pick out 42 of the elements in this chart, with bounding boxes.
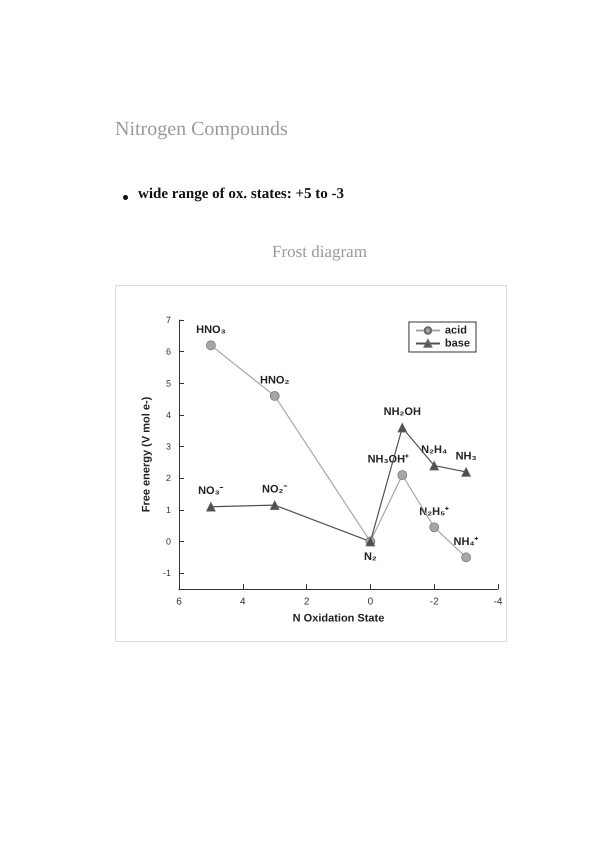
point — [270, 500, 280, 510]
annotation: NO₃⁻ — [198, 485, 224, 498]
annotation: NH₃ — [456, 450, 477, 462]
point — [206, 340, 216, 350]
y-tick-label: 2 — [166, 473, 171, 484]
annotation: NH₂OH — [384, 406, 421, 418]
point — [429, 460, 439, 470]
x-tick-label: 4 — [240, 596, 246, 608]
annotation: N₂ — [364, 551, 377, 564]
x-tick-label: 0 — [368, 596, 374, 608]
y-tick-label: 1 — [166, 504, 171, 515]
annotation: NO₂⁻ — [262, 484, 288, 496]
y-tick-label: 4 — [166, 410, 171, 420]
x-tick-label: 2 — [304, 596, 310, 608]
point — [398, 422, 408, 432]
y-axis-title: Free energy (V mol e-) — [140, 396, 153, 512]
annotation: HNO₂ — [260, 374, 290, 386]
x-axis-title: N Oxidation State — [292, 612, 384, 624]
y-tick-label: 7 — [166, 315, 171, 325]
y-tick-label: 5 — [166, 378, 171, 388]
annotation: NH₄⁺ — [454, 536, 479, 548]
legend-label: base — [444, 338, 470, 350]
text: wide range of ox. states: +5 to -3 — [138, 186, 344, 203]
point — [461, 552, 471, 562]
chart-subtitle: Frost diagram — [271, 242, 368, 262]
legend-label: acid — [444, 324, 467, 336]
point — [206, 502, 216, 512]
x-tick-label: 6 — [176, 596, 182, 608]
y-tick-label: 0 — [166, 536, 171, 547]
y-tick-label: 3 — [166, 442, 171, 452]
x-tick-label: -2 — [430, 596, 440, 608]
point — [398, 470, 408, 480]
annotation: N₂H₅⁺ — [419, 506, 450, 518]
annotation: HNO₃ — [196, 324, 226, 336]
y-tick-label: -1 — [162, 568, 171, 578]
point — [270, 391, 280, 401]
point — [461, 467, 471, 477]
annotation: N₂H₄ — [421, 444, 448, 456]
chart-title: Nitrogen Compounds — [115, 118, 288, 141]
x-tick-label: -4 — [494, 596, 503, 608]
y-tick-label: 6 — [166, 346, 171, 357]
point — [429, 522, 439, 532]
